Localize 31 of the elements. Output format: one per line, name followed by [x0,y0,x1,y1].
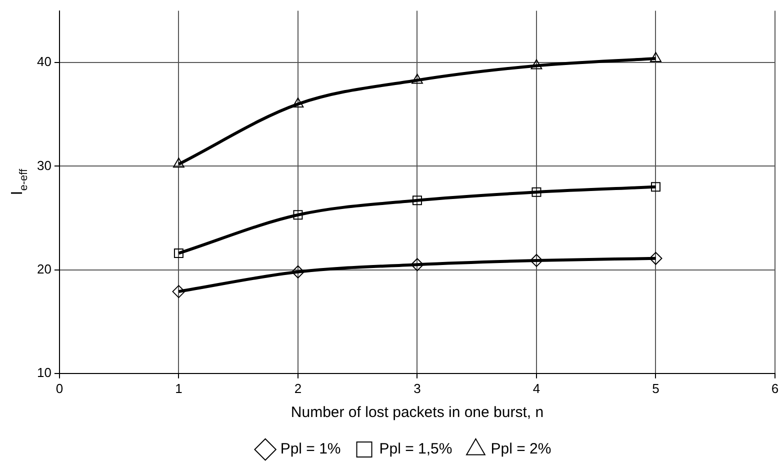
x-tick-label: 1 [175,380,182,396]
point [530,59,542,70]
y-axis-title: Ie-eff [9,168,30,196]
point [650,52,662,62]
y-tick-label: 30 [36,158,52,173]
x-tick-label: 2 [294,380,302,396]
point [292,98,304,108]
point [174,248,184,258]
point [412,196,422,206]
x-tick-label: 5 [652,380,660,396]
point [532,187,542,197]
point [293,210,303,220]
y-tick-label: 40 [36,54,52,70]
point [173,158,184,168]
point [649,252,662,265]
x-tick-label: 4 [532,380,540,396]
point [291,265,304,278]
y-tick-label: 10 [36,364,52,380]
point [412,74,423,84]
x-axis-title: Number of lost packets in one burst, n [290,404,544,422]
point [530,254,543,267]
legend-label: Ppl = 1,5% [379,440,452,458]
point [651,182,660,192]
y-tick-label: 20 [36,261,52,276]
point [172,285,186,298]
legend-label: Ppl = 2% [490,440,552,458]
point [410,258,424,272]
x-tick-label: 6 [771,380,779,396]
legend-label: Ppl = 1% [280,440,341,458]
x-tick-label: 0 [56,380,64,396]
x-tick-label: 3 [414,380,421,396]
